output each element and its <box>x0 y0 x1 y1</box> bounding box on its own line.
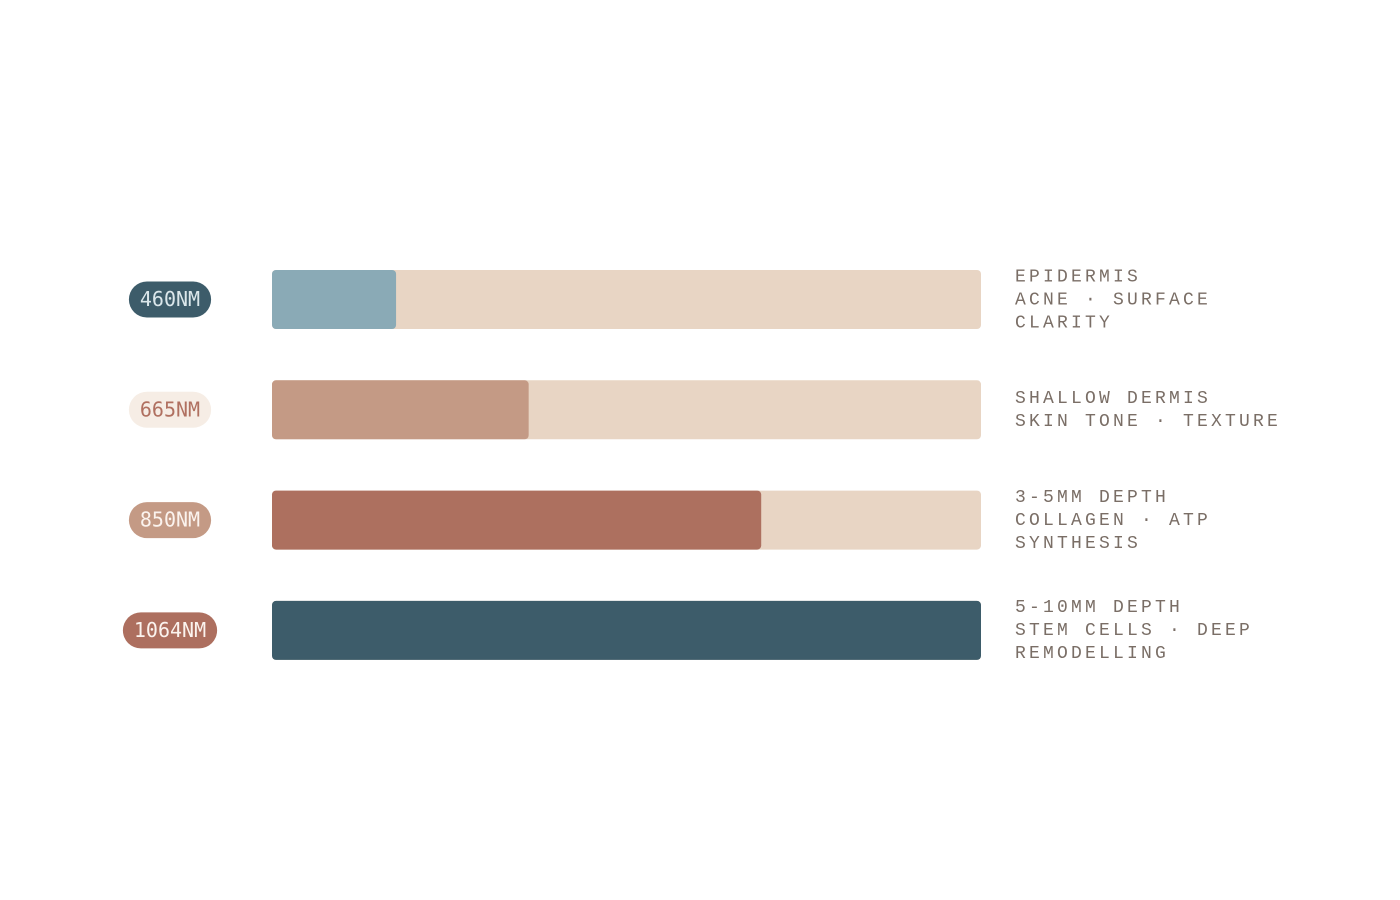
row: 1064NM <box>122 612 218 649</box>
row: 665NM <box>128 391 212 428</box>
wavelength-label: 850NM <box>140 508 200 532</box>
description-line: EPIDERMIS <box>1015 267 1141 287</box>
description-line: SHALLOW DERMIS <box>1015 389 1211 409</box>
bar-track <box>272 270 981 329</box>
bar <box>272 490 762 550</box>
wavelength-label: 665NM <box>140 397 200 421</box>
description-line: REMODELLING <box>1015 644 1169 664</box>
description-line: COLLAGEN · ATP <box>1015 511 1211 531</box>
description-line: 5-10MM DEPTH <box>1015 598 1183 618</box>
bar <box>272 380 529 440</box>
row: 850NM <box>128 502 212 539</box>
row: 460NM <box>128 281 212 318</box>
description-line: SYNTHESIS <box>1015 534 1141 554</box>
description-line: STEM CELLS · DEEP <box>1015 621 1253 641</box>
wavelength-label: 460NM <box>140 287 200 311</box>
description-line: SKIN TONE · TEXTURE <box>1015 412 1281 432</box>
description-line: 3-5MM DEPTH <box>1015 488 1169 508</box>
bar <box>272 600 981 660</box>
wavelength-pill <box>128 281 212 318</box>
bar <box>272 270 397 329</box>
wavelength-pill <box>122 612 218 649</box>
wavelength-label: 1064NM <box>134 618 206 642</box>
wavelength-pill <box>128 391 212 428</box>
description-line: ACNE · SURFACE <box>1015 290 1211 310</box>
wavelength-pill <box>128 502 212 539</box>
description-line: CLARITY <box>1015 313 1113 333</box>
